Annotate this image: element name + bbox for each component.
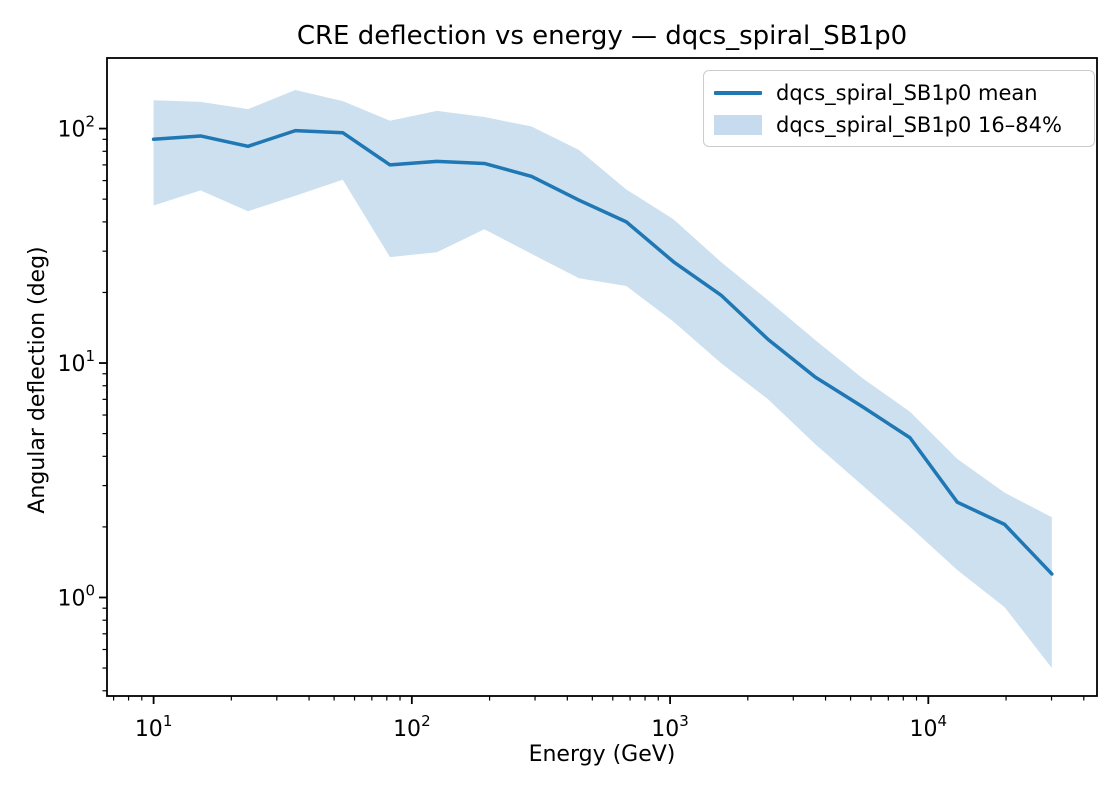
- tick-label: 101: [135, 712, 173, 742]
- legend-entry-mean: dqcs_spiral_SB1p0 mean: [714, 79, 1082, 106]
- legend-label-band: dqcs_spiral_SB1p0 16–84%: [776, 112, 1062, 137]
- legend-label-mean: dqcs_spiral_SB1p0 mean: [776, 80, 1038, 105]
- y-axis-ticks: 100 101 102: [57, 113, 107, 692]
- plot-frame: [106, 57, 1098, 697]
- x-axis-label: Energy (GeV): [528, 742, 676, 767]
- chart-title: CRE deflection vs energy — dqcs_spiral_S…: [296, 21, 908, 51]
- legend: dqcs_spiral_SB1p0 mean dqcs_spiral_SB1p0…: [703, 70, 1095, 147]
- tick-label: 101: [57, 347, 95, 377]
- uncertainty-band: [153, 90, 1052, 669]
- tick-label: 104: [910, 712, 948, 742]
- tick-label: 102: [57, 113, 95, 143]
- legend-entry-band: dqcs_spiral_SB1p0 16–84%: [714, 111, 1082, 138]
- band-patch-swatch: [714, 114, 762, 135]
- mean-line: [151, 128, 1054, 576]
- x-axis-ticks: 101 102 103 104: [112, 696, 1085, 742]
- y-axis-label: Angular deflection (deg): [25, 246, 50, 514]
- tick-label: 100: [57, 581, 95, 611]
- tick-label: 103: [651, 712, 689, 742]
- tick-label: 102: [393, 712, 431, 742]
- mean-line-swatch: [714, 90, 762, 95]
